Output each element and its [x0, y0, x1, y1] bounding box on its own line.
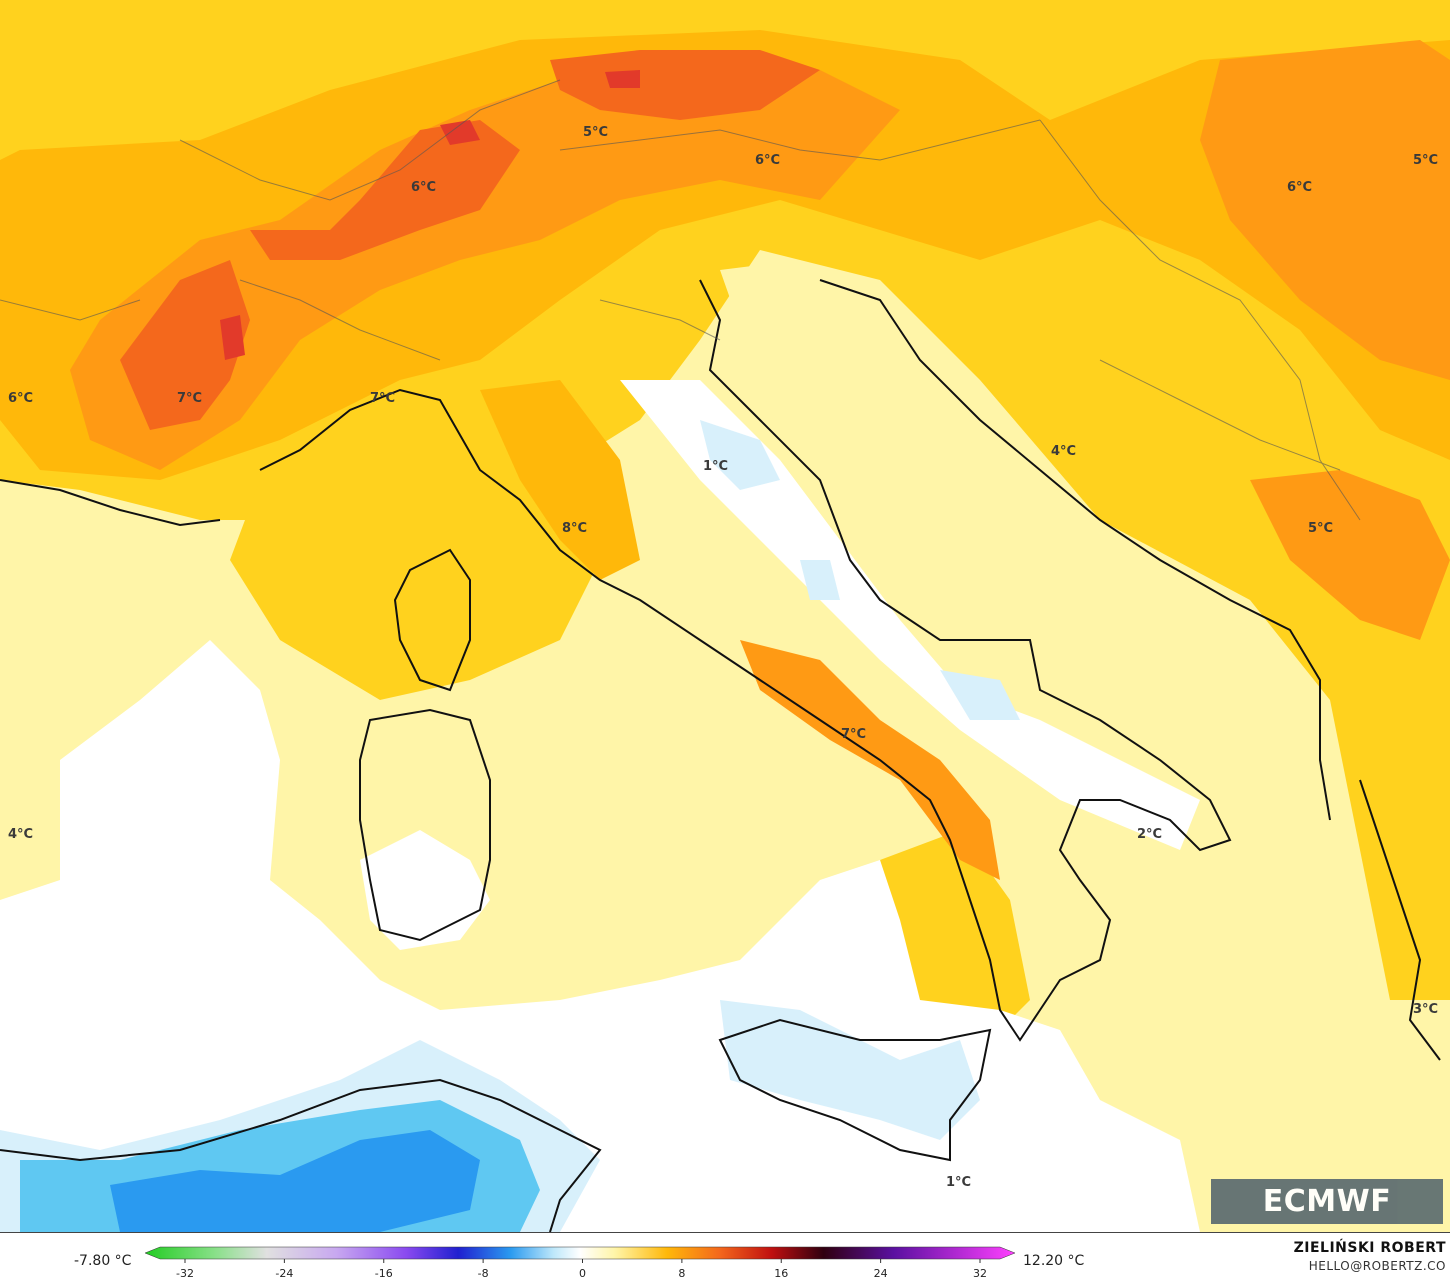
temp-label-french-alps: 7°C	[177, 391, 202, 406]
scale-tick-label: -8	[478, 1267, 489, 1280]
hot-spot-red-2	[605, 70, 640, 88]
scale-ticks: -32 -24 -16 -8 0 8 16 24 32	[176, 1259, 987, 1280]
temp-label-hungary: 6°C	[1287, 180, 1312, 195]
temperature-map: 5°C 6°C 6°C 5°C 6°C 6°C 7°C 7°C 8°C 4°C …	[0, 0, 1450, 1232]
map-canvas: 5°C 6°C 6°C 5°C 6°C 6°C 7°C 7°C 8°C 4°C …	[0, 0, 1450, 1232]
france-coast	[0, 479, 221, 527]
temp-label-southern-germany: 5°C	[583, 125, 608, 140]
ecmwf-logo: ECMWF	[1211, 1179, 1443, 1224]
temp-label-maritime-alps: 7°C	[370, 391, 395, 406]
greece-coast	[1359, 779, 1441, 1061]
borders	[0, 79, 1361, 521]
temp-label-hungary-east: 5°C	[1413, 153, 1438, 168]
east-europe-orange-field	[1200, 40, 1450, 380]
coastlines	[0, 279, 1441, 1232]
temp-label-balearic-sea: 4°C	[8, 827, 33, 842]
scale-tick-label: -24	[275, 1267, 293, 1280]
temp-label-switzerland: 6°C	[411, 180, 436, 195]
temp-label-central-apennines: 1°C	[703, 459, 728, 474]
alps-red-orange-field	[70, 70, 900, 470]
temp-label-bosnia: 5°C	[1308, 521, 1333, 536]
italy-peninsula-coast	[259, 279, 1232, 1042]
temp-label-austria: 6°C	[755, 153, 780, 168]
scale-bar-shape	[144, 1246, 1016, 1260]
scale-tick-label: 16	[774, 1267, 788, 1280]
africa-coast	[0, 1078, 602, 1232]
sardinia-coast	[359, 708, 491, 942]
scale-tick-label: 0	[579, 1267, 586, 1280]
africa-deep-blue-field	[110, 1130, 480, 1232]
apennine-blue-spots	[700, 420, 1020, 720]
author-email: HELLO@ROBERTZ.CO	[1308, 1259, 1446, 1273]
scale-tick-label: 8	[678, 1267, 685, 1280]
temp-label-tuscany-coast: 8°C	[562, 521, 587, 536]
campania-orange-field	[740, 640, 1000, 880]
adriatic-pale-field	[720, 260, 1320, 880]
scale-tick-label: -32	[176, 1267, 194, 1280]
hot-spot-red-3	[220, 315, 245, 360]
legend-max-label: 12.20 °C	[1023, 1253, 1085, 1269]
bosnia-red-field	[1250, 470, 1450, 640]
croatia-coast	[819, 279, 1331, 821]
color-scale-bar: -32 -24 -16 -8 0 8 16 24 32	[144, 1246, 1016, 1280]
scale-tick-label: 24	[874, 1267, 888, 1280]
apennine-cold-field	[620, 380, 1200, 850]
tyrrhenian-yellow-field	[230, 470, 600, 700]
austria-red-field	[550, 50, 820, 120]
credit-block: ZIELIŃSKI ROBERT HELLO@ROBERTZ.CO	[1294, 1240, 1446, 1273]
temp-label-west-france: 6°C	[8, 391, 33, 406]
color-scale-legend: -7.80 °C -32 -24 -16 -8	[0, 1232, 1450, 1288]
sardinia-cold-field	[360, 830, 490, 950]
ecmwf-logo-text: ECMWF	[1262, 1184, 1392, 1219]
sicily-blue-field	[720, 1000, 980, 1140]
temp-label-campania: 7°C	[841, 727, 866, 742]
author-name: ZIELIŃSKI ROBERT	[1293, 1240, 1446, 1256]
scale-tick-label: 32	[973, 1267, 987, 1280]
sicily-coast	[718, 1018, 992, 1162]
temp-label-sicily-south: 1°C	[946, 1175, 971, 1190]
swiss-red-field	[250, 120, 520, 260]
temp-label-adriatic-south: 2°C	[1137, 827, 1162, 842]
temp-label-greece-west: 3°C	[1413, 1002, 1438, 1017]
french-alps-red-field	[120, 260, 250, 430]
hot-spot-red	[440, 120, 480, 145]
scale-tick-label: -16	[375, 1267, 393, 1280]
corsica-coast	[393, 548, 471, 692]
south-italy-yellow-field	[880, 830, 1030, 1040]
tuscany-orange-field	[480, 380, 640, 580]
legend-min-label: -7.80 °C	[74, 1253, 132, 1269]
alps-orange-field	[0, 30, 1450, 480]
temp-label-croatian-coast: 4°C	[1051, 444, 1076, 459]
